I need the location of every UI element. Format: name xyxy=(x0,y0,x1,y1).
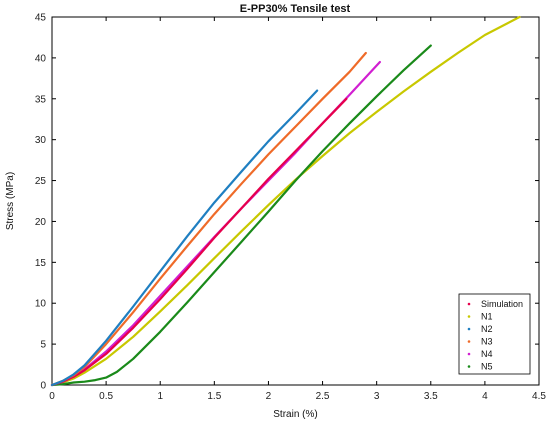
x-tick-label: 3 xyxy=(374,391,380,402)
legend-label: N1 xyxy=(481,312,493,322)
x-tick-label: 0.5 xyxy=(99,391,113,402)
y-tick-label: 0 xyxy=(40,381,46,392)
y-tick-label: 20 xyxy=(35,217,47,228)
y-tick-label: 45 xyxy=(35,13,47,24)
series-line-n2 xyxy=(50,89,319,387)
plot-area xyxy=(51,16,540,386)
x-tick-label: 2 xyxy=(266,391,272,402)
y-tick-label: 40 xyxy=(35,53,47,64)
legend: Simulation N1 N2 N3 N4 N5 xyxy=(458,293,531,375)
legend-marker xyxy=(467,365,471,368)
y-tick-label: 15 xyxy=(35,258,47,269)
y-axis-title: Stress (MPa) xyxy=(5,172,16,230)
legend-marker xyxy=(467,315,471,318)
legend-label: N5 xyxy=(481,362,493,372)
legend-marker xyxy=(467,352,471,356)
legend-label: N3 xyxy=(481,337,493,347)
x-tick-label: 4.5 xyxy=(532,391,546,402)
x-axis-title: Strain (%) xyxy=(273,409,317,420)
legend-label: N2 xyxy=(481,324,493,334)
y-tick-label: 30 xyxy=(35,135,47,146)
x-tick-label: 2.5 xyxy=(316,391,330,402)
axis-ticks: 0 0.5 1 1.5 2 2.5 3 3.5 4 4.5 0 5 10 15 20 25 30 35 40 45 xyxy=(35,13,547,403)
series-lines xyxy=(50,15,521,387)
series-line-n1 xyxy=(50,15,521,387)
x-tick-label: 1.5 xyxy=(207,391,221,402)
y-tick-label: 35 xyxy=(35,94,47,105)
x-tick-label: 4 xyxy=(482,391,488,402)
x-tick-label: 3.5 xyxy=(424,391,438,402)
x-tick-label: 0 xyxy=(49,391,55,402)
series-line-n5 xyxy=(50,44,432,387)
y-tick-label: 10 xyxy=(35,299,47,310)
y-tick-label: 5 xyxy=(40,340,46,351)
legend-label: N4 xyxy=(481,349,493,359)
x-tick-label: 1 xyxy=(157,391,163,402)
legend-box xyxy=(458,293,531,375)
legend-label: Simulation xyxy=(481,299,523,309)
y-tick-label: 25 xyxy=(35,176,47,187)
legend-marker xyxy=(467,327,471,331)
legend-marker xyxy=(467,340,471,343)
chart-title: E-PP30% Tensile test xyxy=(240,3,351,15)
series-line-simulation xyxy=(50,97,348,387)
legend-marker xyxy=(467,302,471,306)
